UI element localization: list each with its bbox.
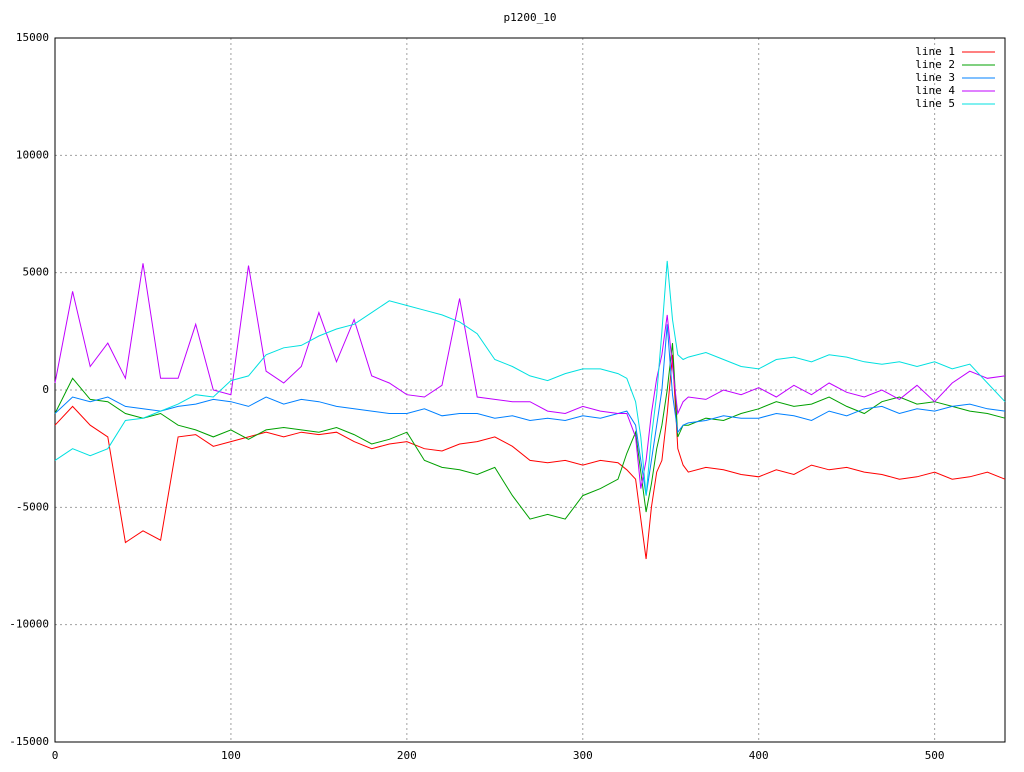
x-tick-label: 300 [573, 749, 593, 762]
x-tick-label: 200 [397, 749, 417, 762]
y-tick-label: -10000 [9, 618, 49, 631]
x-tick-label: 400 [749, 749, 769, 762]
x-tick-label: 500 [925, 749, 945, 762]
series-line [54, 324, 1006, 496]
legend-label: line 2 [915, 58, 955, 71]
plot-frame [54, 37, 1006, 743]
series-line [54, 343, 1006, 520]
y-tick-label: 10000 [16, 148, 49, 161]
series-line [54, 354, 1006, 560]
y-tick-label: 15000 [16, 31, 49, 44]
legend-label: line 1 [915, 45, 955, 58]
chart-title: p1200_10 [504, 11, 557, 24]
series-line [54, 263, 1006, 489]
y-tick-label: -5000 [16, 500, 49, 513]
series-line [54, 260, 1006, 496]
legend-label: line 4 [915, 84, 955, 97]
legend-label: line 5 [915, 97, 955, 110]
y-tick-label: 0 [42, 383, 49, 396]
x-tick-label: 100 [221, 749, 241, 762]
legend-label: line 3 [915, 71, 955, 84]
x-tick-label: 0 [52, 749, 59, 762]
y-tick-label: 5000 [23, 266, 50, 279]
y-tick-label: -15000 [9, 735, 49, 748]
